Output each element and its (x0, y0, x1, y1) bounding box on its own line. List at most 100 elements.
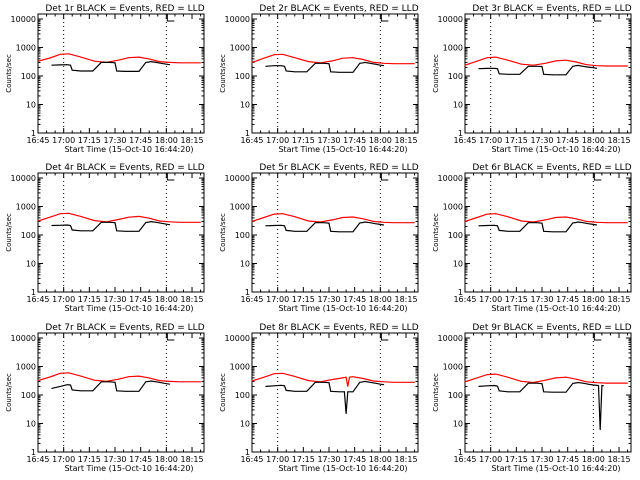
lld-data-point (294, 57, 296, 59)
lld-data-point (68, 212, 70, 214)
lld-data-point (627, 382, 628, 384)
events-data-point (314, 62, 316, 64)
lld-data-point (521, 63, 522, 65)
marker-bracket (593, 333, 602, 341)
events-data-point (169, 224, 171, 226)
x-tick-label: 17:15 (505, 455, 528, 464)
events-data-point (374, 63, 376, 65)
x-axis-label: Start Time (15-Oct-10 16:44:20) (64, 145, 193, 154)
x-tick-label: 17:00 (479, 455, 502, 464)
lld-data-point (80, 215, 82, 217)
plot-frame (251, 332, 419, 453)
lld-data-point (495, 213, 497, 215)
events-data-point (519, 391, 521, 393)
x-tick-label: 16:45 (453, 295, 476, 304)
lld-data-point (352, 216, 354, 218)
events-data-point (592, 224, 594, 225)
lld-data-point (148, 58, 150, 60)
events-data-point (352, 231, 354, 233)
events-series-line (478, 64, 597, 76)
lld-series-line (37, 212, 201, 223)
events-series-line (51, 220, 170, 232)
events-data-point (124, 230, 126, 232)
lld-data-point (273, 373, 275, 375)
lld-data-point (332, 379, 333, 380)
events-data-point (577, 65, 579, 66)
y-axis-label: Counts/sec (219, 373, 227, 412)
events-data-point (59, 224, 61, 226)
events-data-point (145, 222, 147, 223)
events-series-line (265, 61, 384, 73)
chart-title: Det 6r BLACK = Events, RED = LLD (472, 163, 631, 173)
x-tick-label: 18:15 (607, 295, 630, 304)
lld-data-point (393, 63, 395, 65)
events-data-point (160, 382, 162, 384)
events-data-point (169, 64, 171, 66)
y-tick-label: 10000 (11, 174, 36, 183)
x-tick-label: 18:00 (369, 455, 392, 464)
lld-data-point (596, 221, 598, 223)
events-data-point (587, 383, 589, 385)
events-data-point (323, 381, 325, 383)
y-axis-label: Counts/sec (5, 373, 13, 412)
lld-data-point (49, 376, 51, 378)
events-data-point (478, 225, 480, 227)
events-data-point (486, 385, 488, 387)
lld-data-point (263, 376, 265, 378)
events-data-point (314, 381, 316, 383)
y-tick-label: 1 (31, 448, 36, 457)
events-data-point (575, 222, 577, 223)
lld-data-point (464, 381, 466, 383)
lld-data-point (138, 215, 140, 217)
events-data-point (51, 388, 53, 389)
lld-data-point (94, 379, 95, 381)
events-data-point (165, 383, 167, 385)
lld-data-point (627, 222, 628, 224)
events-data-point (109, 62, 111, 63)
lld-data-point (403, 63, 405, 65)
y-tick-label: 10000 (11, 15, 36, 24)
events-data-point (114, 62, 116, 64)
events-data-point (80, 70, 82, 72)
events-data-point (507, 230, 509, 232)
lld-data-point (332, 60, 333, 62)
events-data-point (323, 222, 325, 224)
x-tick-label: 17:15 (292, 136, 315, 145)
events-data-point (572, 383, 574, 384)
lld-data-point (282, 372, 284, 374)
events-data-point (70, 384, 71, 386)
events-data-point (497, 385, 498, 387)
plot-frame (464, 332, 632, 453)
events-data-point (347, 391, 349, 393)
x-tick-label: 17:45 (556, 455, 579, 464)
y-tick-label: 1000 (443, 203, 463, 212)
events-data-point (359, 381, 361, 383)
y-tick-label: 1000 (16, 203, 36, 212)
x-axis-label: Start Time (15-Oct-10 16:44:20) (64, 304, 193, 313)
events-data-point (551, 391, 553, 393)
events-data-point (148, 61, 150, 63)
lld-data-point (486, 213, 488, 215)
lld-data-point (352, 57, 354, 59)
lld-data-point (575, 61, 577, 63)
x-tick-label: 16:45 (453, 455, 476, 464)
y-axis-label: Counts/sec (432, 373, 440, 412)
plot-frame (37, 13, 205, 134)
events-data-point (114, 381, 116, 383)
y-tick-label: 100 (21, 391, 36, 400)
events-data-point (558, 391, 560, 393)
marker-bracket (166, 14, 175, 22)
lld-data-point (263, 217, 265, 218)
y-tick-label: 10000 (11, 334, 36, 343)
events-data-point (486, 225, 488, 226)
x-tick-label: 17:45 (129, 295, 152, 304)
lld-data-point (179, 62, 181, 64)
events-data-point (582, 65, 584, 67)
lld-data-point (606, 222, 608, 224)
events-data-point (565, 231, 567, 233)
lld-data-point (59, 372, 61, 374)
x-tick-label: 17:30 (103, 136, 126, 145)
lld-data-point (200, 381, 201, 383)
events-data-point (364, 381, 366, 382)
events-data-point (294, 230, 296, 232)
